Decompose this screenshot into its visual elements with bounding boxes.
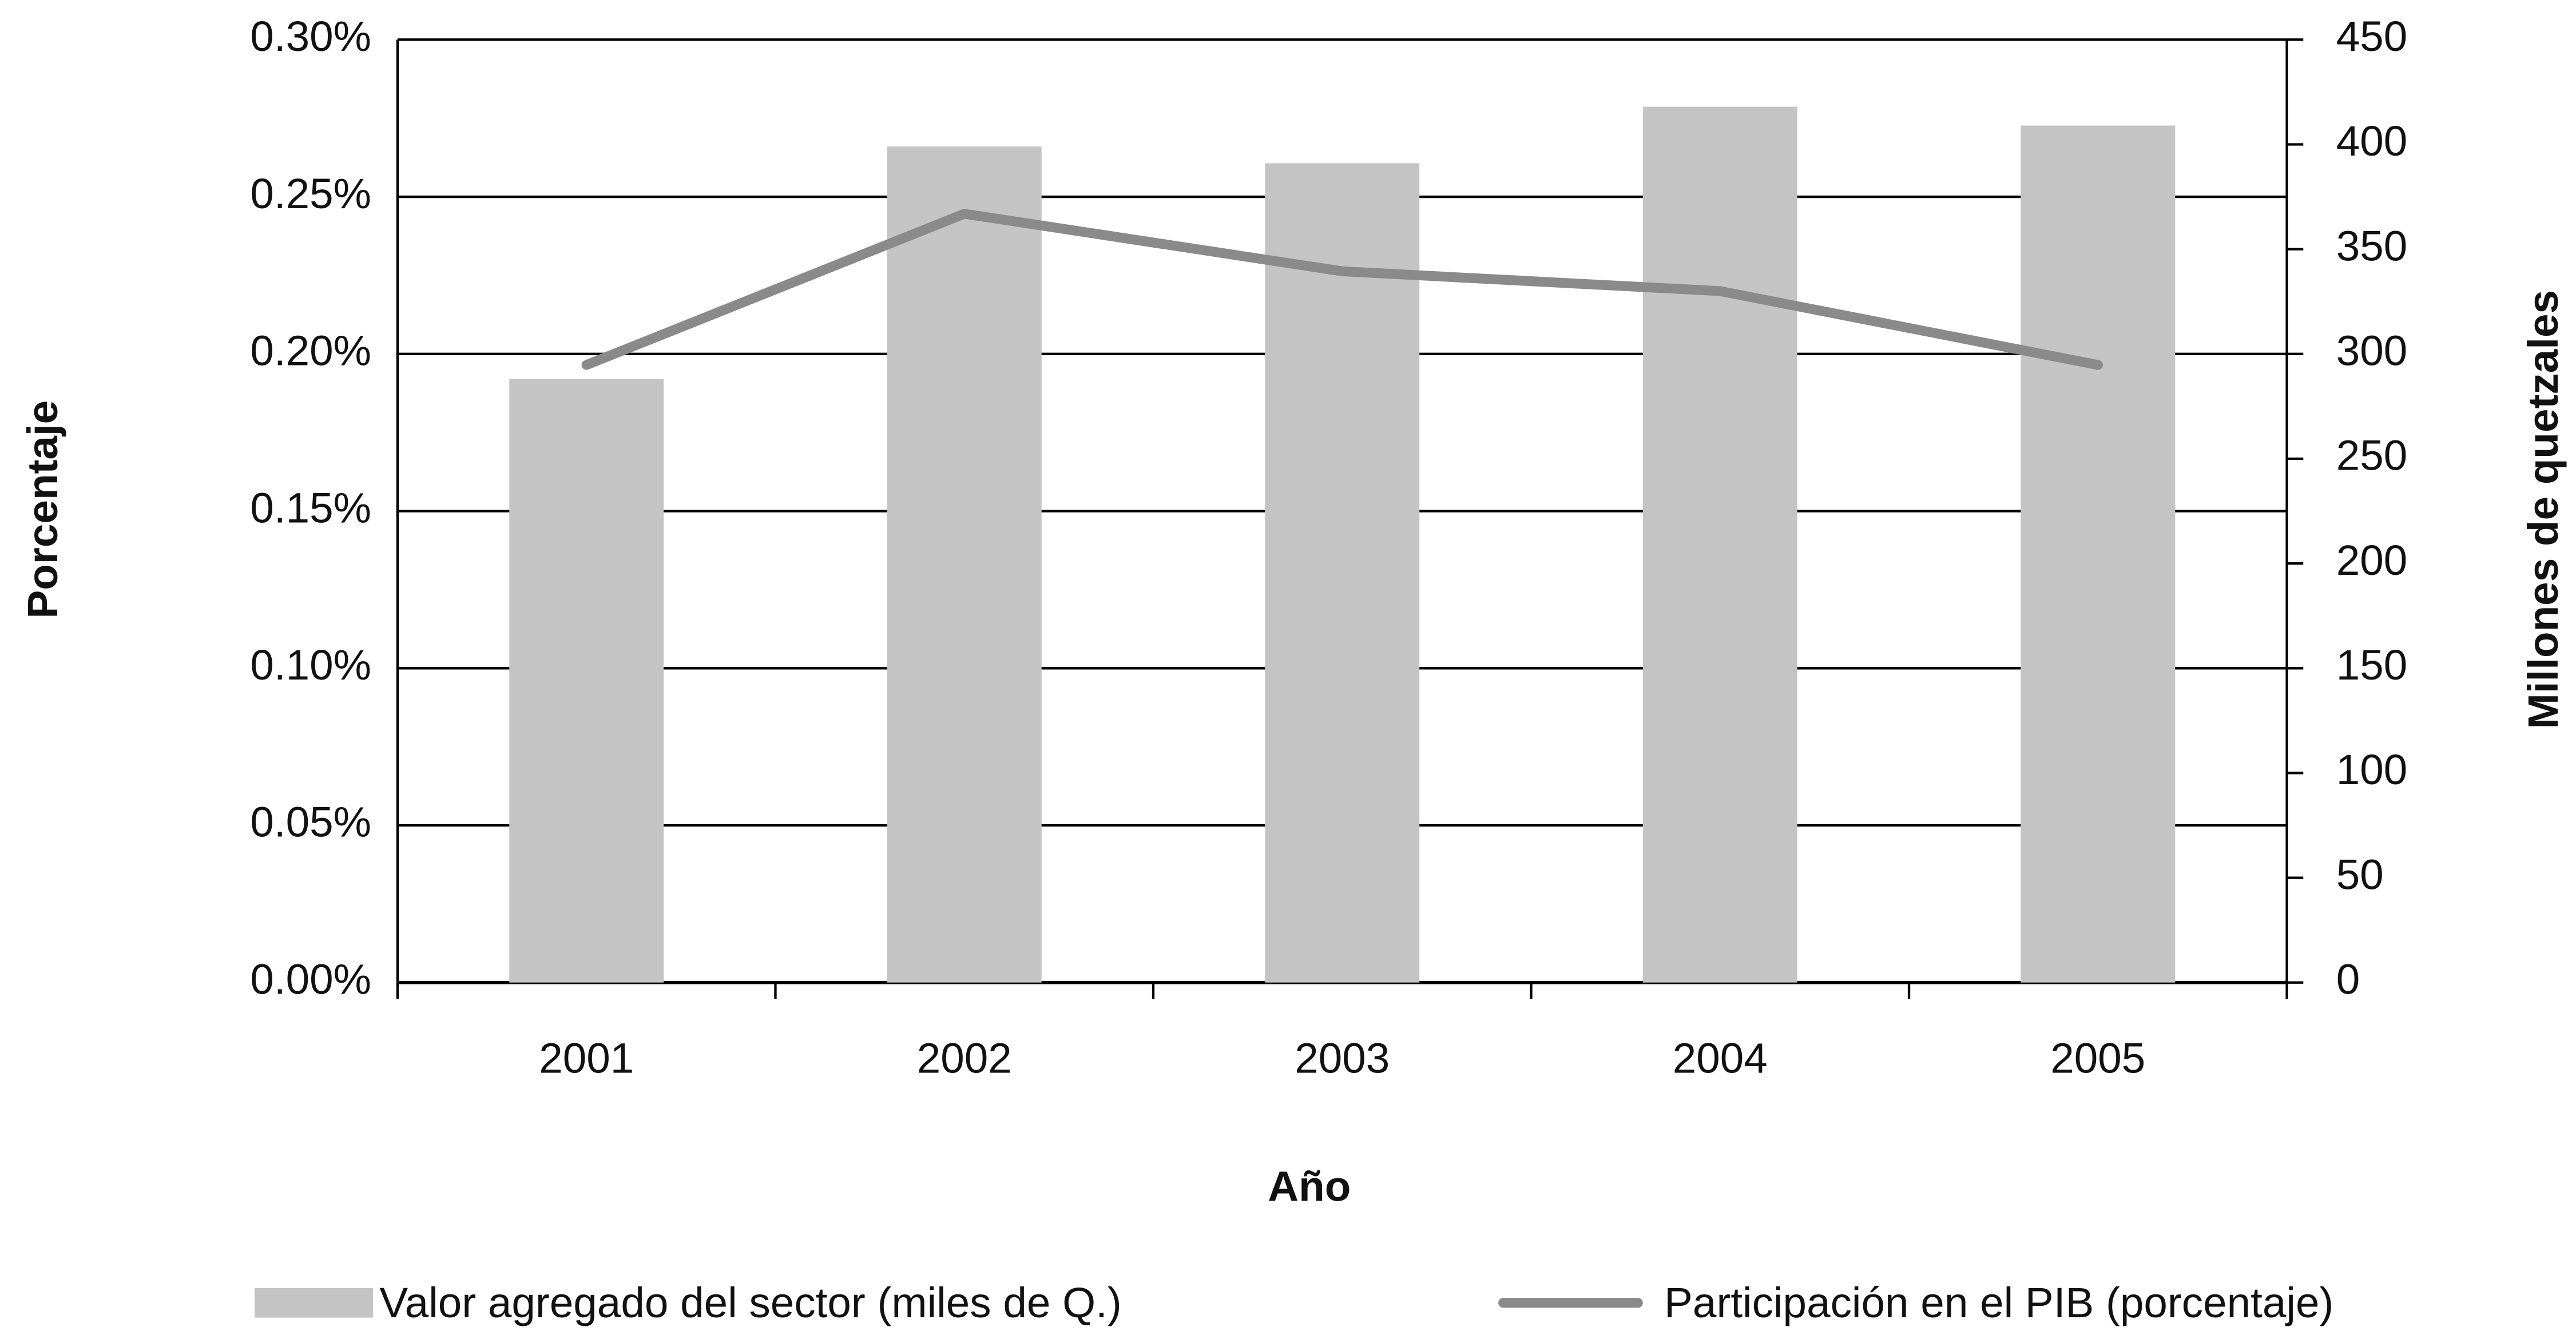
y2-tick-label: 450 (2336, 12, 2408, 60)
y-tick-label: 0.25% (250, 169, 371, 217)
y-tick-label: 0.20% (250, 327, 371, 375)
y2-axis-title: Millones de quetzales (2519, 290, 2567, 729)
line (581, 209, 2103, 370)
legend-label: Valor agregado del sector (miles de Q.) (379, 1278, 1121, 1326)
y2-tick-label: 250 (2336, 431, 2408, 479)
y-axis-title: Porcentaje (18, 400, 66, 619)
x-tick-label: 2005 (2050, 1034, 2145, 1082)
y2-tick-label: 0 (2336, 955, 2360, 1003)
y2-tick-label: 50 (2336, 850, 2384, 898)
y2-tick-label: 150 (2336, 641, 2408, 689)
y-tick-label: 0.30% (250, 12, 371, 60)
y-tick-label: 0.15% (250, 483, 371, 531)
bar (887, 146, 1042, 983)
y2-tick-label: 300 (2336, 327, 2408, 375)
y-tick-label: 0.10% (250, 641, 371, 689)
x-tick-label: 2003 (1295, 1034, 1390, 1082)
bar (2021, 125, 2176, 983)
x-tick-label: 2002 (917, 1034, 1012, 1082)
y2-tick-label: 200 (2336, 536, 2408, 584)
x-tick-label: 2001 (539, 1034, 634, 1082)
y-tick-label: 0.00% (250, 955, 371, 1003)
y2-tick-label: 100 (2336, 745, 2408, 793)
y2-tick-label: 350 (2336, 221, 2408, 269)
y-tick-label: 0.05% (250, 798, 371, 846)
legend-swatch (255, 1288, 373, 1318)
bar (1642, 106, 1797, 983)
bar (509, 379, 664, 983)
y2-tick-label: 400 (2336, 117, 2408, 165)
bar (1265, 163, 1420, 983)
legend-label: Participación en el PIB (porcentaje) (1664, 1278, 2333, 1326)
x-tick-label: 2004 (1673, 1034, 1768, 1082)
x-axis-title: Año (1268, 1162, 1351, 1210)
